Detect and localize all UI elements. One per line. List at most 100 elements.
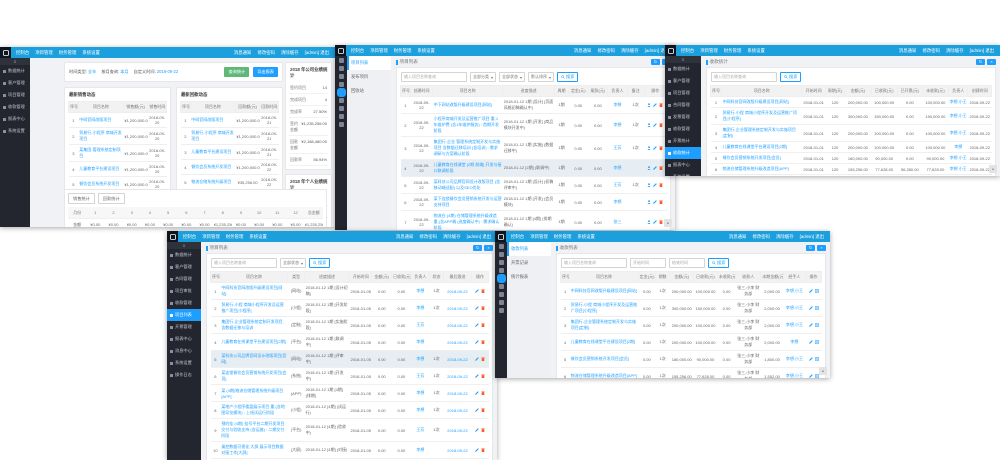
- edit-icon[interactable]: [808, 289, 813, 293]
- owner-link[interactable]: 王芳: [416, 322, 425, 327]
- detail-icon[interactable]: [814, 289, 819, 293]
- project-link[interactable]: 餐饮会员营销系统开发项目[会员]: [721, 152, 802, 164]
- project-link[interactable]: 某 (4期)物流仓储管理系统升级项目[APP]: [220, 384, 288, 402]
- sidebar-toggle-icon[interactable]: ≡: [665, 56, 701, 63]
- table-row[interactable]: 9 预约挂 (4期) 挂号平台二期开发项目,交付与验收支持 (含运维) : 二期…: [210, 418, 489, 442]
- sidebar-item[interactable]: 收款管理: [167, 297, 201, 309]
- sidebar-item[interactable]: 系统设置: [665, 171, 701, 176]
- last-follow-link[interactable]: 2018-09-22: [447, 407, 468, 413]
- sidebar-item[interactable]: 项目管理: [665, 87, 701, 99]
- table-row[interactable]: 2 2018-09-22 小程序商城开发及运营推广项目 重,1年维护费 (含1年…: [400, 113, 667, 137]
- table-row[interactable]: 4 儿童教育平台建设项目 ¥1,200,000.00 2018-09-20: [68, 161, 167, 177]
- table-row[interactable]: 6 2018-09-22 某下连锁餐饮会员营销系统开发与运营支持项目 2018-…: [400, 193, 667, 211]
- topnav-item[interactable]: 修改密码: [419, 233, 438, 239]
- project-link[interactable]: 集团行-企业 管理系统定制开发与实施项目 含数据迁移培训 (含培训) : 需求调…: [432, 136, 503, 160]
- sidebar-item[interactable]: 收款统计: [665, 147, 701, 159]
- owner-link[interactable]: 李想: [416, 339, 425, 344]
- topnav-item[interactable]: [admin] 退出: [969, 47, 994, 53]
- project-link[interactable]: 贸易行-小程 商城小程序开发及运营推广项目[小程序]: [721, 107, 802, 125]
- owner-link[interactable]: 李想: [416, 390, 425, 395]
- edit-icon[interactable]: [475, 391, 479, 395]
- sidebar-item[interactable]: 收款管理: [0, 101, 30, 113]
- menu-icon[interactable]: [498, 252, 504, 257]
- project-link[interactable]: 儿童教育在线课堂平台建设项目[2期]: [220, 333, 288, 351]
- owner-link[interactable]: 李想: [416, 305, 425, 310]
- refresh-button[interactable]: ↻: [651, 59, 660, 65]
- edit-icon[interactable]: [475, 306, 479, 310]
- project-link[interactable]: 某科技公司品牌官网设计改版项目[官网]: [220, 350, 288, 368]
- project-link[interactable]: 中网科技官网改版升级建设项目[网站]: [220, 282, 288, 300]
- back-to-top-button[interactable]: ▴: [989, 165, 997, 173]
- project-link[interactable]: 预约挂 (4期) 挂号平台二期开发项目,交付与验收支持 (含运维) : 二期交付…: [220, 418, 288, 442]
- edit-icon[interactable]: [808, 306, 813, 310]
- menu-icon[interactable]: [498, 244, 504, 249]
- project-link[interactable]: 某集团-管理系统定制项目: [78, 144, 124, 162]
- time-filter-value[interactable]: 本月: [120, 69, 129, 74]
- owner-link[interactable]: 李想: [613, 165, 622, 170]
- topnav-item[interactable]: 控制台: [681, 47, 695, 53]
- owner-link[interactable]: 李想: [613, 199, 622, 204]
- project-link[interactable]: 餐饮会员营销系统开发项目[会员]: [569, 350, 639, 368]
- table-row[interactable]: 5 物流仓储系统升级项目 ¥35,256.00 2018-09-22: [180, 174, 279, 190]
- refresh-button[interactable]: ↻: [976, 59, 985, 65]
- topnav-item[interactable]: 控制台: [511, 233, 525, 239]
- topnav-item[interactable]: 系统设置: [417, 47, 435, 53]
- project-link[interactable]: 小程序商城开发及运营推广项目 重,1年维护费 (含1年维护服务) : 首期开发阶…: [432, 113, 503, 137]
- table-row[interactable]: 5 某科技公司品牌官网设计改版项目[官网] (网站) 2018-01-12 1期…: [210, 350, 489, 368]
- owner-link[interactable]: 李想,小王: [949, 155, 967, 160]
- topnav-item[interactable]: 清除缓存: [776, 233, 794, 239]
- topnav-item[interactable]: [admin] 退出: [304, 49, 329, 55]
- owner-link[interactable]: 李想: [613, 102, 622, 107]
- edit-icon[interactable]: [475, 323, 479, 327]
- submenu-item[interactable]: 项目列表: [347, 56, 391, 70]
- topnav-item[interactable]: 财务管理: [225, 233, 244, 239]
- topnav-item[interactable]: 系统设置: [249, 233, 267, 239]
- sidebar-item[interactable]: 系统设置: [0, 125, 30, 137]
- table-row[interactable]: 1 2018-09-22 中下网站改版升级建设项目[网站] 2018-01-12…: [400, 96, 667, 114]
- table-row[interactable]: 10 風控数据可视化 大屏 展示项目数据对接工作[大屏] (大屏) 2018-0…: [210, 441, 489, 459]
- last-follow-link[interactable]: 2018-09-22: [447, 356, 468, 362]
- owner-link[interactable]: 李想: [613, 122, 622, 127]
- table-row[interactable]: 8 某地产小程序楼盘展示项目 重,(含地图导览模块) : 上线试运行阶段 (小程…: [210, 401, 489, 419]
- delete-icon[interactable]: [481, 357, 485, 361]
- topnav-item[interactable]: 财务管理: [723, 47, 742, 53]
- stats-tab[interactable]: 销售统计: [68, 193, 95, 204]
- logo-icon[interactable]: [335, 45, 346, 56]
- sidebar-item[interactable]: 报表中心: [665, 159, 701, 171]
- logo-icon[interactable]: [167, 231, 178, 242]
- project-link[interactable]: 儿童教育在线课堂平台建设项目[2期]: [721, 141, 802, 153]
- table-row[interactable]: 2 贸易行-小程序 商城开发项目 ¥1,200,000.00 2018-09-2…: [68, 127, 167, 145]
- project-link[interactable]: 中下网站改版升级建设项目[网站]: [432, 96, 503, 114]
- view-icon[interactable]: [647, 200, 651, 204]
- topnav-item[interactable]: 清除缓存: [621, 47, 639, 53]
- sidebar-item[interactable]: 数据统计: [167, 249, 201, 261]
- delete-icon[interactable]: [481, 408, 485, 412]
- project-link[interactable]: 贸易行-小程序 商城开发项目: [190, 127, 236, 145]
- table-row[interactable]: 1 中网科技官网改版升级建设项目[网站] 0.00 1次 200,000.00 …: [560, 282, 822, 300]
- last-follow-link[interactable]: 2018-09-22: [447, 390, 468, 396]
- topnav-item[interactable]: 清除缓存: [281, 49, 299, 55]
- delete-icon[interactable]: [481, 448, 485, 452]
- delete-icon[interactable]: [481, 428, 485, 432]
- edit-icon[interactable]: [653, 146, 658, 150]
- detail-icon[interactable]: [814, 374, 819, 378]
- project-link[interactable]: 儿童教育在线课堂 [2期 前端] 开发与接口联调阶段: [432, 159, 503, 177]
- table-row[interactable]: 3 某集团-管理系统定制项目 ¥1,200,000.00 2018-09-20: [68, 144, 167, 162]
- menu-icon[interactable]: [338, 74, 344, 79]
- topnav-item[interactable]: 系统设置: [577, 233, 595, 239]
- search-input[interactable]: 输入项目名称查询: [561, 258, 627, 268]
- topnav-item[interactable]: 项目管理: [370, 47, 388, 53]
- edit-icon[interactable]: [653, 220, 658, 224]
- menu-icon[interactable]: [338, 82, 344, 87]
- menu-icon[interactable]: [496, 274, 506, 283]
- time-filter-value[interactable]: 全年: [87, 69, 97, 74]
- delete-icon[interactable]: [481, 374, 485, 378]
- table-row[interactable]: 2 贸易行-小程 商城小程序开发及运营推广项目[小程序] (小程) 2018-0…: [210, 299, 489, 317]
- owner-link[interactable]: 李想,小王: [949, 130, 967, 135]
- sidebar-item[interactable]: 开票管理: [167, 321, 201, 333]
- close-button[interactable]: ×: [987, 59, 996, 65]
- topnav-item[interactable]: 修改密码: [922, 47, 941, 53]
- project-link[interactable]: 中网科技官网改版升级建设项目[网站]: [569, 282, 639, 300]
- topnav-item[interactable]: 财务管理: [393, 47, 412, 53]
- owner-link[interactable]: 李想,小王: [949, 113, 967, 118]
